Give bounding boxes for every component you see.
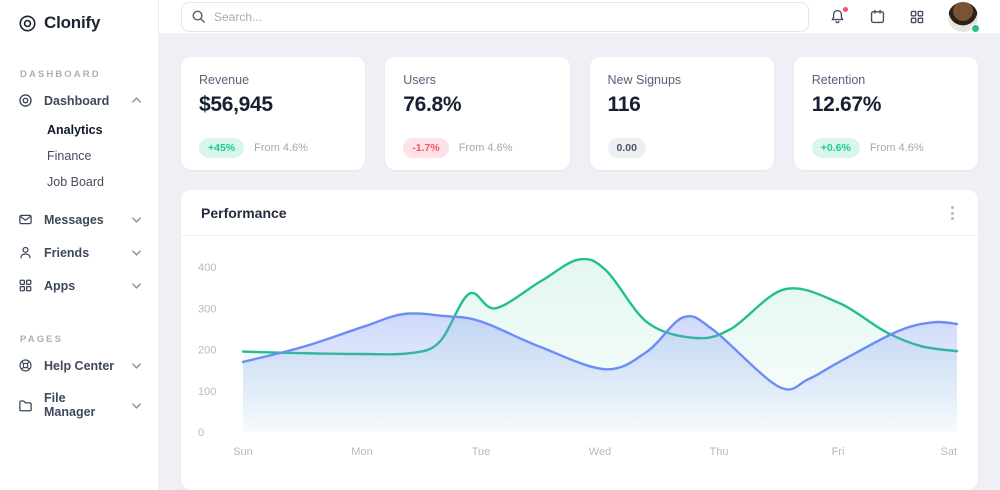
apps-grid-icon xyxy=(18,278,33,293)
performance-card-header: Performance xyxy=(181,190,978,236)
stat-label: Users xyxy=(403,73,436,87)
blue-series-area xyxy=(243,313,957,432)
sidebar-item-label: Help Center xyxy=(44,358,115,373)
person-icon xyxy=(18,245,33,260)
x-axis-tick-label: Sun xyxy=(233,446,253,458)
y-axis-tick-label: 0 xyxy=(198,427,204,439)
app-logo[interactable]: Clonify xyxy=(0,0,158,43)
sidebar-item-finance[interactable]: Finance xyxy=(47,149,92,163)
stat-cards-row: Revenue $56,945 +45% From 4.6% Users 76.… xyxy=(181,57,978,170)
y-axis-tick-label: 300 xyxy=(198,303,216,315)
x-axis-tick-label: Mon xyxy=(351,446,372,458)
x-axis-tick-label: Thu xyxy=(710,446,729,458)
stat-note: From 4.6% xyxy=(869,142,924,154)
search-icon xyxy=(191,9,206,29)
y-axis-tick-label: 400 xyxy=(198,262,216,274)
user-avatar[interactable] xyxy=(948,1,980,33)
dashboard-icon xyxy=(18,93,33,108)
envelope-icon xyxy=(18,212,33,227)
stat-label: Retention xyxy=(811,73,866,87)
online-status-dot xyxy=(971,23,980,33)
stat-card-new-signups: New Signups 116 0.00 xyxy=(589,57,774,170)
main-area: Revenue $56,945 +45% From 4.6% Users 76.… xyxy=(159,0,1000,490)
notification-badge-dot xyxy=(842,6,849,13)
trend-badge: +45% xyxy=(199,138,245,158)
sidebar-item-help-center[interactable]: Help Center xyxy=(0,349,158,382)
calendar-icon[interactable] xyxy=(869,8,886,25)
y-axis-tick-label: 200 xyxy=(198,345,216,357)
chevron-down-icon xyxy=(131,400,142,411)
x-axis-tick-label: Sat xyxy=(940,446,957,458)
stat-card-revenue: Revenue $56,945 +45% From 4.6% xyxy=(181,57,366,170)
sidebar-item-messages[interactable]: Messages xyxy=(0,203,158,236)
trend-badge: 0.00 xyxy=(607,138,646,158)
stat-value: 76.8% xyxy=(403,93,462,116)
x-axis-tick-label: Tue xyxy=(472,446,491,458)
sidebar-item-dashboard[interactable]: Dashboard xyxy=(0,84,158,117)
chevron-down-icon xyxy=(131,247,142,258)
sidebar-item-job-board[interactable]: Job Board xyxy=(47,175,104,189)
stat-note: From 4.6% xyxy=(254,142,308,154)
folder-icon xyxy=(18,398,33,413)
kebab-menu-icon[interactable] xyxy=(947,202,958,224)
stat-value: $56,945 xyxy=(199,93,273,116)
stat-card-retention: Retention 12.67% +0.6% From 4.6% xyxy=(793,57,978,170)
trend-badge: +0.6% xyxy=(811,138,860,158)
stat-label: Revenue xyxy=(199,73,250,87)
section-label-dashboard: DASHBOARD xyxy=(20,69,101,80)
chart-body: 400 300 200 100 0 Sun Mon Tue Wed Thu Fri Sat xyxy=(181,236,978,480)
chart-title: Performance xyxy=(201,205,287,221)
blue-series-line xyxy=(241,312,959,391)
notifications-bell-icon[interactable] xyxy=(829,6,849,25)
sidebar-item-apps[interactable]: Apps xyxy=(0,269,158,302)
section-label-pages: PAGES xyxy=(20,334,64,345)
x-axis-tick-label: Fri xyxy=(832,446,845,458)
stat-card-users: Users 76.8% -1.7% From 4.6% xyxy=(385,57,570,170)
search-box xyxy=(181,1,809,32)
sidebar-item-file-manager[interactable]: File Manager xyxy=(0,382,158,428)
sidebar-item-label: Apps xyxy=(44,278,76,293)
performance-card: Performance 400 300 200 100 0 Sun Mon Tue Wed Thu… xyxy=(181,190,978,490)
lifebuoy-icon xyxy=(18,358,33,373)
sidebar-item-label: Dashboard xyxy=(44,93,110,108)
stat-value: 12.67% xyxy=(811,93,882,116)
sidebar-item-label: File Manager xyxy=(44,391,96,419)
content: Revenue $56,945 +45% From 4.6% Users 76.… xyxy=(159,34,1000,490)
sidebar-item-label: Messages xyxy=(44,212,104,227)
chevron-down-icon xyxy=(131,360,142,371)
chevron-down-icon xyxy=(131,214,142,225)
sidebar-item-analytics[interactable]: Analytics xyxy=(47,123,103,137)
y-axis-tick-label: 100 xyxy=(198,386,216,398)
stat-note: From 4.6% xyxy=(458,142,513,154)
x-axis-tick-label: Wed xyxy=(589,446,611,458)
topbar-actions xyxy=(829,1,980,33)
search-input[interactable] xyxy=(181,1,809,32)
trend-badge: -1.7% xyxy=(403,138,449,158)
stat-label: New Signups xyxy=(607,73,682,87)
app-logo-text: Clonify xyxy=(44,13,101,32)
stat-value: 116 xyxy=(607,93,641,116)
sidebar: Clonify DASHBOARD Dashboard Analytics Fi… xyxy=(0,0,159,490)
chevron-up-icon xyxy=(131,95,142,106)
sidebar-item-label: Friends xyxy=(44,245,90,260)
apps-launcher-grid-icon[interactable] xyxy=(909,9,925,25)
sidebar-item-friends[interactable]: Friends xyxy=(0,236,158,269)
performance-chart: 400 300 200 100 0 Sun Mon Tue Wed Thu Fri Sat xyxy=(198,257,959,458)
topbar xyxy=(159,0,1000,34)
chevron-down-icon xyxy=(131,280,142,291)
clonify-logo-icon xyxy=(18,14,37,33)
